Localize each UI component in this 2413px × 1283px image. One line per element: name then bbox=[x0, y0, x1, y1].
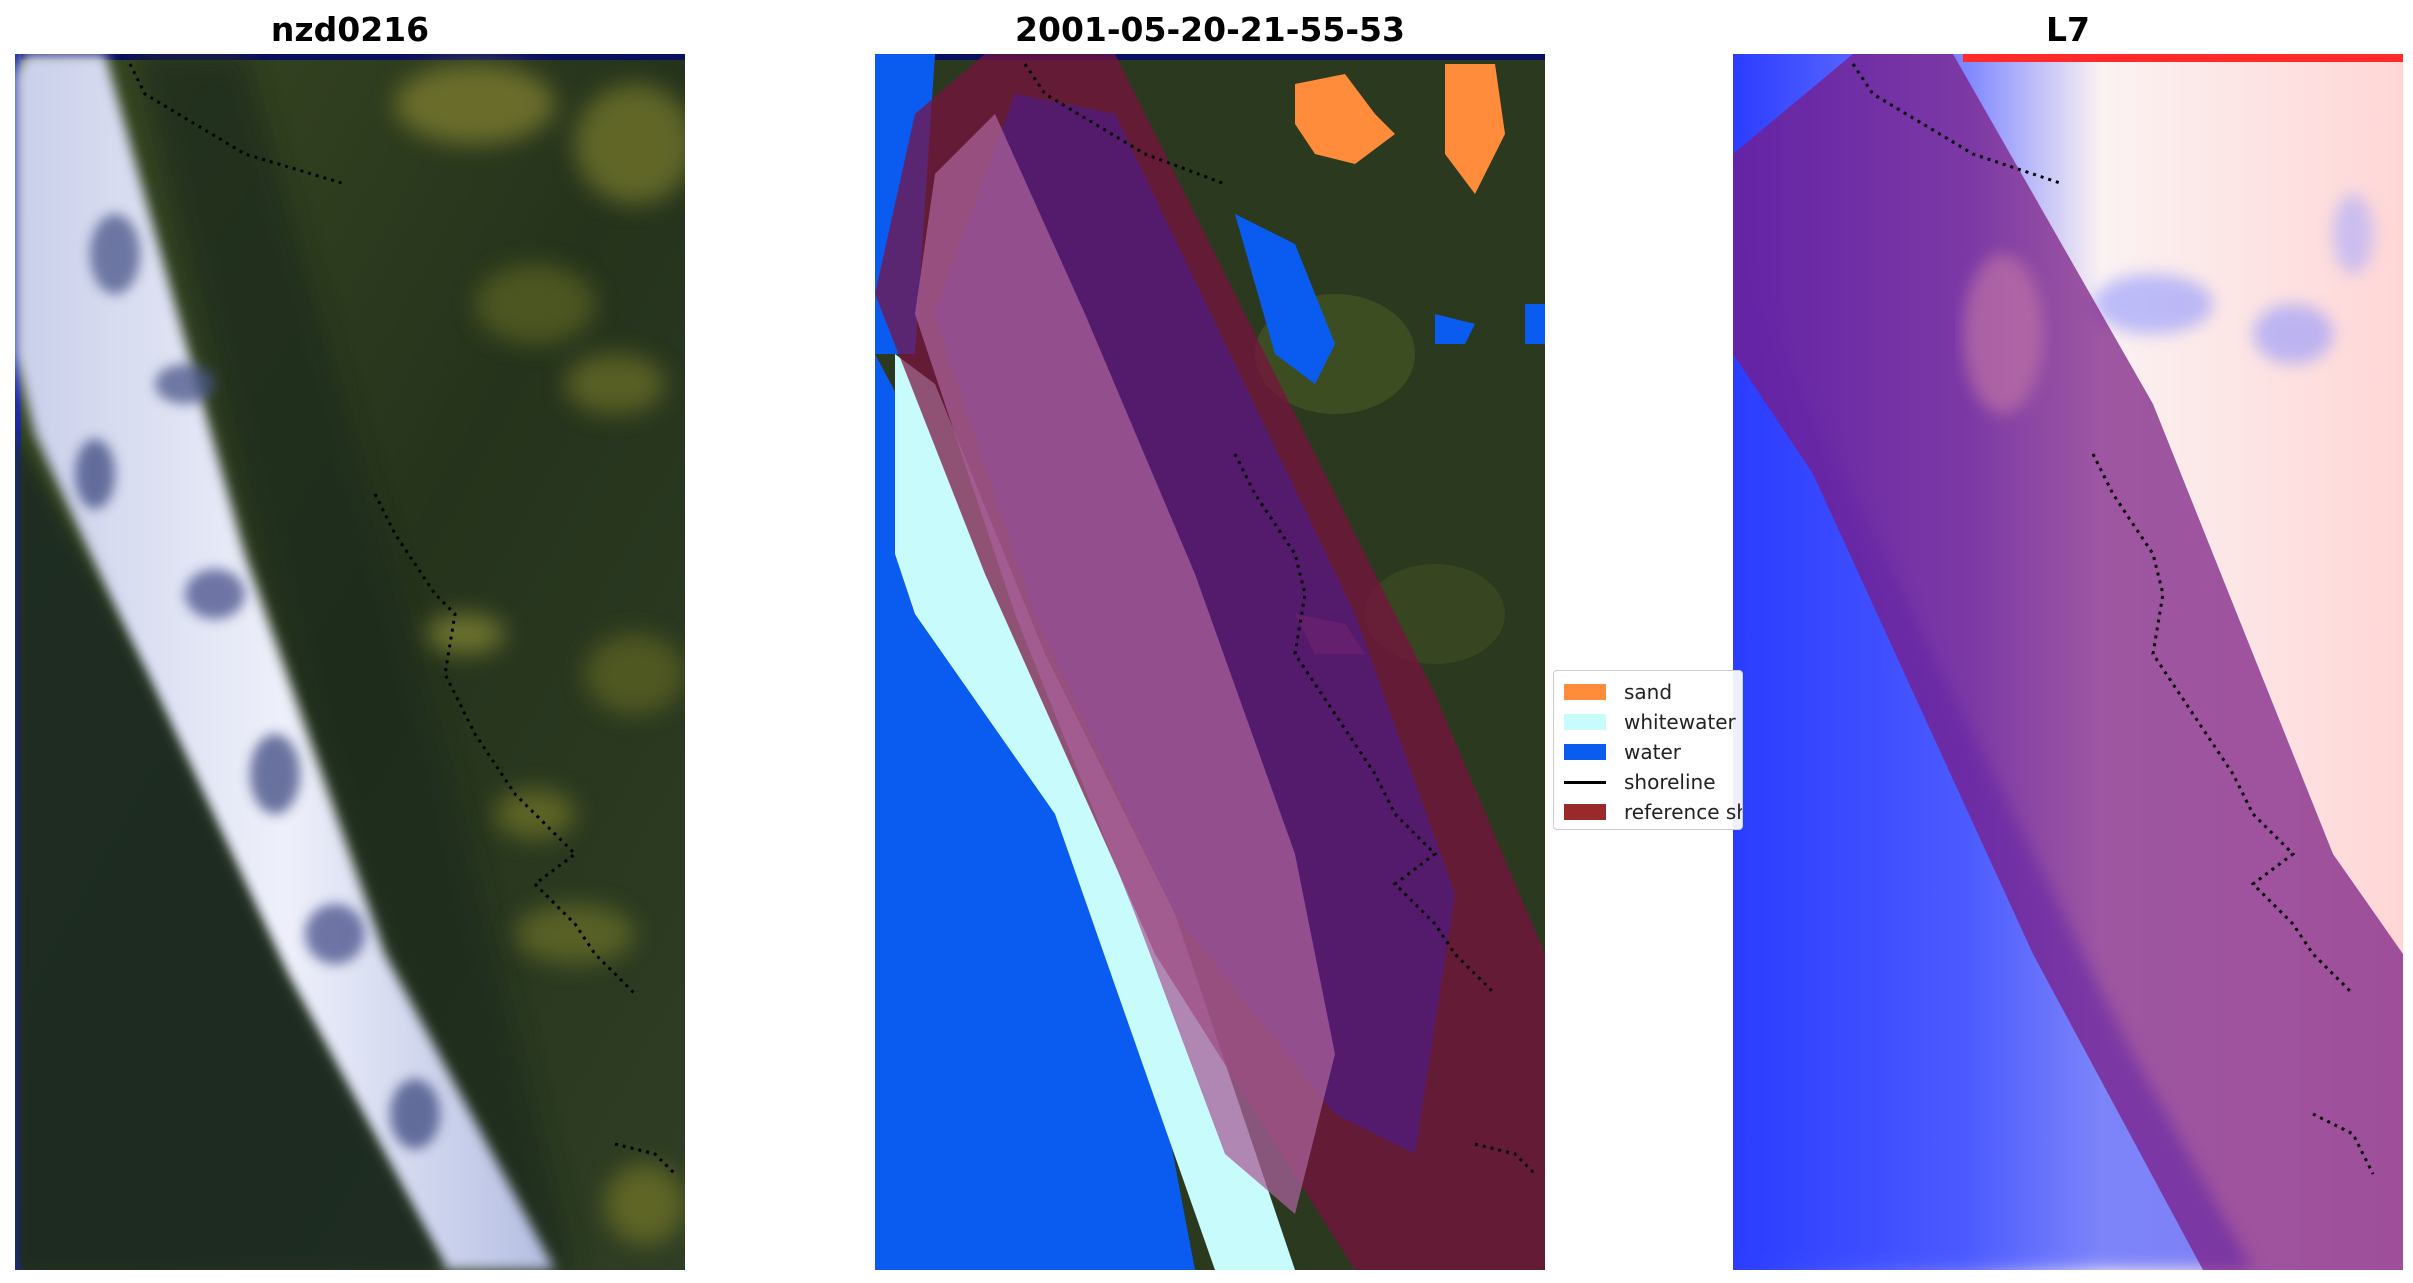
legend: sand whitewater water shoreline referenc… bbox=[1553, 670, 1743, 830]
panel-title-rgb: nzd0216 bbox=[270, 10, 430, 49]
classification-map bbox=[875, 54, 1545, 1270]
legend-item-water: water bbox=[1564, 737, 1742, 767]
index-svg bbox=[1733, 54, 2403, 1270]
legend-swatch-sand bbox=[1564, 684, 1606, 700]
classification-svg bbox=[875, 54, 1545, 1270]
index-map bbox=[1733, 54, 2403, 1270]
legend-item-whitewater: whitewater bbox=[1564, 707, 1742, 737]
legend-swatch-whitewater bbox=[1564, 714, 1606, 730]
legend-label: water bbox=[1624, 740, 1681, 764]
legend-label: sand bbox=[1624, 680, 1673, 704]
legend-item-reference-buffer: reference shoreline buffer bbox=[1564, 797, 1742, 827]
rgb-satellite-image bbox=[15, 54, 685, 1270]
panel-title-classification: 2001-05-20-21-55-53 bbox=[1015, 10, 1405, 49]
legend-label: shoreline bbox=[1624, 770, 1716, 794]
legend-item-sand: sand bbox=[1564, 677, 1742, 707]
legend-swatch-water bbox=[1564, 744, 1606, 760]
panel-title-index: L7 bbox=[2046, 10, 2090, 49]
rgb-image-svg bbox=[15, 54, 685, 1270]
legend-item-shoreline: shoreline bbox=[1564, 767, 1742, 797]
legend-label: reference shoreline buffer bbox=[1624, 800, 1742, 824]
legend-line-shoreline bbox=[1564, 780, 1606, 784]
legend-swatch-reference-buffer bbox=[1564, 804, 1606, 820]
legend-label: whitewater bbox=[1624, 710, 1736, 734]
